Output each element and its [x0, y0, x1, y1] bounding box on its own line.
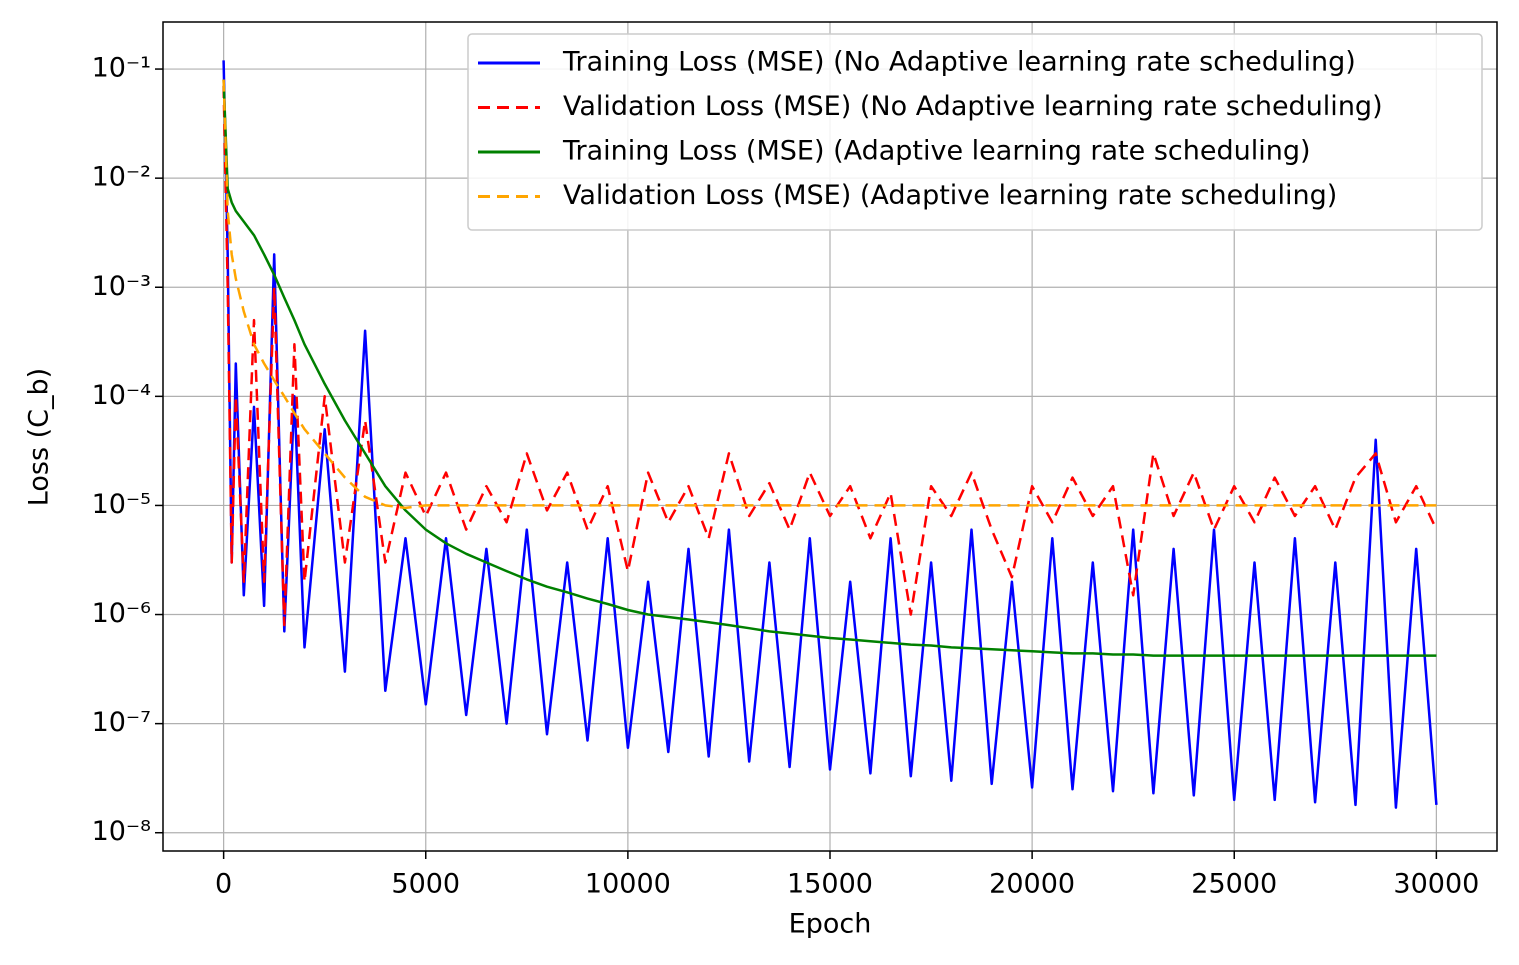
- axes-frame: [162, 21, 1498, 852]
- legend-label: Training Loss (MSE) (No Adaptive learnin…: [562, 47, 1356, 78]
- series-line: [222, 79, 1437, 657]
- y-tick-label: 10⁻¹: [92, 53, 151, 84]
- series-line: [222, 60, 1438, 809]
- x-tick-label: 0: [215, 869, 232, 900]
- series-line: [222, 79, 1437, 510]
- y-axis-label: Loss (C_b): [24, 368, 55, 506]
- y-tick-label: 10⁻³: [92, 271, 151, 302]
- x-tick-label: 30000: [1393, 869, 1479, 900]
- series-line: [222, 85, 1438, 627]
- y-tick-label: 10⁻⁶: [92, 598, 151, 629]
- y-tick-label: 10⁻²: [92, 162, 151, 193]
- x-tick-label: 15000: [787, 869, 873, 900]
- legend-box: [467, 33, 1483, 231]
- legend-label: Training Loss (MSE) (Adaptive learning r…: [562, 136, 1311, 167]
- y-tick-label: 10⁻⁸: [92, 816, 151, 847]
- x-tick-label: 20000: [989, 869, 1075, 900]
- x-tick-label: 10000: [585, 869, 671, 900]
- x-tick-label: 5000: [391, 869, 460, 900]
- x-axis-label: Epoch: [789, 909, 872, 940]
- legend-label: Validation Loss (MSE) (No Adaptive learn…: [563, 91, 1383, 122]
- plot-area: [222, 60, 1438, 809]
- y-tick-label: 10⁻⁵: [92, 489, 151, 520]
- y-tick-label: 10⁻⁴: [92, 380, 151, 411]
- y-tick-label: 10⁻⁷: [92, 707, 151, 738]
- legend-label: Validation Loss (MSE) (Adaptive learning…: [563, 180, 1337, 211]
- x-tick-label: 25000: [1191, 869, 1277, 900]
